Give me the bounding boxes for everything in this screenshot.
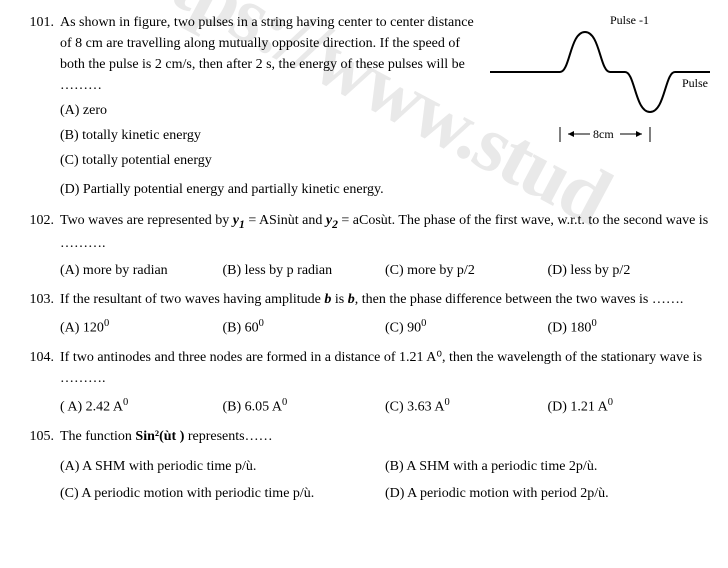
option-b: (B) less by p radian xyxy=(223,260,386,281)
function-name: Sin²(ùt ) xyxy=(135,429,184,444)
dist-label: 8cm xyxy=(593,127,614,141)
question-text: As shown in figure, two pulses in a stri… xyxy=(60,15,474,93)
pulse1-label: Pulse -1 xyxy=(610,13,649,27)
opt-text: (B) 6.05 A xyxy=(223,400,283,415)
option-b: (B) 600 xyxy=(223,316,386,339)
option-c: (C) A periodic motion with periodic time… xyxy=(60,483,385,504)
option-a: (A) 1200 xyxy=(60,316,223,339)
degree-sup: 0 xyxy=(123,397,128,408)
question-number: 104. xyxy=(18,347,60,389)
question-text: If two antinodes and three nodes are for… xyxy=(60,347,710,389)
option-c: (C) 900 xyxy=(385,316,548,339)
degree-sup: 0 xyxy=(259,318,264,329)
text-part: The function xyxy=(60,429,135,444)
degree-sup: 0 xyxy=(445,397,450,408)
pulse-svg: Pulse -1 Pulse -2 8cm xyxy=(490,12,710,152)
option-d: (D) less by p/2 xyxy=(548,260,711,281)
option-d: (D) Partially potential energy and parti… xyxy=(60,179,710,200)
question-with-figure: As shown in figure, two pulses in a stri… xyxy=(60,12,710,175)
question-text: The function Sin²(ùt ) represents…… xyxy=(60,426,710,447)
text-part: , then the phase difference between the … xyxy=(355,292,684,307)
question-104: 104. If two antinodes and three nodes ar… xyxy=(18,347,710,389)
text-part: is xyxy=(331,292,347,307)
options-row: ( A) 2.42 A0 (B) 6.05 A0 (C) 3.63 A0 (D)… xyxy=(60,395,710,418)
question-number: 102. xyxy=(18,210,60,254)
pulse-figure: Pulse -1 Pulse -2 8cm xyxy=(484,12,710,175)
var-b2: b xyxy=(348,292,355,307)
options-row: (A) more by radian (B) less by p radian … xyxy=(60,260,710,281)
opt-text: ( A) 2.42 A xyxy=(60,400,123,415)
option-a: (A) A SHM with periodic time p/ù. xyxy=(60,456,385,477)
question-number: 101. xyxy=(18,12,60,204)
option-c: (C) totally potential energy xyxy=(60,150,484,171)
option-a: (A) more by radian xyxy=(60,260,223,281)
text-part: Two waves are represented by xyxy=(60,213,233,228)
question-text-col: As shown in figure, two pulses in a stri… xyxy=(60,12,484,175)
degree-sup: 0 xyxy=(421,318,426,329)
option-d: (D) 1.21 A0 xyxy=(548,395,711,418)
degree-sup: 0 xyxy=(104,318,109,329)
question-number: 103. xyxy=(18,289,60,310)
question-105: 105. The function Sin²(ùt ) represents…… xyxy=(18,426,710,447)
question-number: 105. xyxy=(18,426,60,447)
dist-arrowhead-l xyxy=(568,131,574,137)
degree-sup: 0 xyxy=(608,397,613,408)
options-2col: (A) A SHM with periodic time p/ù. (B) A … xyxy=(60,453,710,507)
option-b: (B) A SHM with a periodic time 2p/ù. xyxy=(385,456,710,477)
text-part: represents…… xyxy=(184,429,272,444)
question-text: If the resultant of two waves having amp… xyxy=(60,289,710,310)
opt-text: (C) 3.63 A xyxy=(385,400,445,415)
dist-arrowhead-r xyxy=(636,131,642,137)
option-c: (C) 3.63 A0 xyxy=(385,395,548,418)
option-a: (A) zero xyxy=(60,100,484,121)
opt-text: (D) 180 xyxy=(548,321,592,336)
degree-sup: 0 xyxy=(591,318,596,329)
pulse2-label: Pulse -2 xyxy=(682,76,710,90)
question-body: As shown in figure, two pulses in a stri… xyxy=(60,12,710,204)
pulse-path xyxy=(490,32,710,112)
text-part: If the resultant of two waves having amp… xyxy=(60,292,324,307)
question-101: 101. As shown in figure, two pulses in a… xyxy=(18,12,710,204)
option-c: (C) more by p/2 xyxy=(385,260,548,281)
option-d: (D) 1800 xyxy=(548,316,711,339)
question-103: 103. If the resultant of two waves havin… xyxy=(18,289,710,310)
opt-text: (B) 60 xyxy=(223,321,259,336)
question-102: 102. Two waves are represented by y1 = A… xyxy=(18,210,710,254)
option-b: (B) totally kinetic energy xyxy=(60,125,484,146)
question-text: Two waves are represented by y1 = ASinùt… xyxy=(60,210,710,254)
options-row: (A) 1200 (B) 600 (C) 900 (D) 1800 xyxy=(60,316,710,339)
opt-text: (A) 120 xyxy=(60,321,104,336)
option-a: ( A) 2.42 A0 xyxy=(60,395,223,418)
option-d: (D) A periodic motion with period 2p/ù. xyxy=(385,483,710,504)
opt-text: (C) 90 xyxy=(385,321,421,336)
degree-sup: 0 xyxy=(282,397,287,408)
opt-text: (D) 1.21 A xyxy=(548,400,608,415)
option-b: (B) 6.05 A0 xyxy=(223,395,386,418)
text-part: = ASinùt and xyxy=(245,213,326,228)
